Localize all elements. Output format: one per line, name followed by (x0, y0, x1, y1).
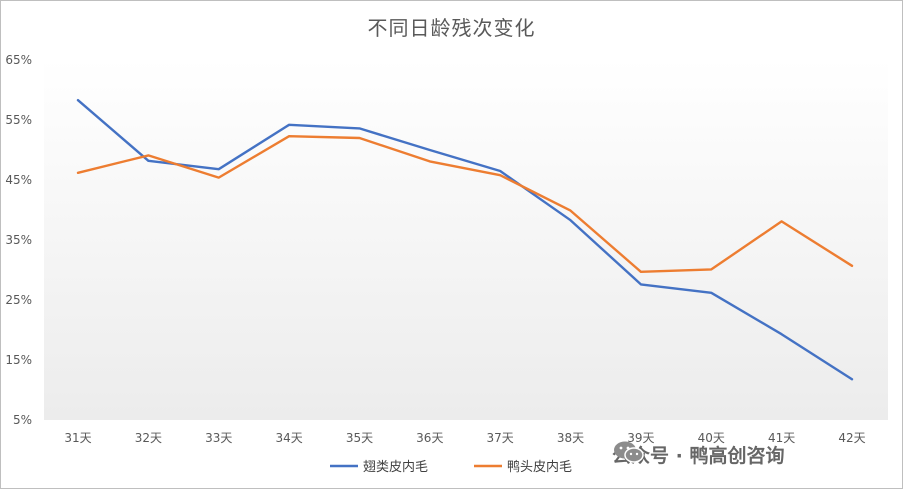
series-line-2 (76, 134, 854, 273)
wechat-icon (614, 441, 644, 463)
x-tick-label: 32天 (135, 431, 162, 445)
watermark: 公众号 · 鸭高创咨询 (612, 440, 784, 468)
y-tick-label: 25% (5, 293, 32, 307)
x-tick-label: 31天 (64, 431, 91, 445)
x-tick-label: 42天 (838, 431, 865, 445)
chart-title: 不同日龄残次变化 (367, 16, 536, 40)
watermark-text: 公众号 · 鸭高创咨询 (612, 444, 785, 467)
y-tick-label: 45% (5, 173, 32, 187)
legend-label: 鸭头皮内毛 (507, 459, 572, 475)
x-tick-label: 34天 (275, 431, 302, 445)
x-tick-label: 41天 (768, 431, 795, 445)
x-tick-label: 40天 (698, 431, 725, 445)
y-tick-label: 65% (5, 53, 32, 67)
series-line-1 (76, 98, 854, 381)
x-tick-label: 35天 (346, 431, 373, 445)
legend-label: 翅类皮内毛 (363, 459, 428, 475)
y-tick-label: 55% (5, 113, 32, 127)
x-tick-label: 37天 (487, 431, 514, 445)
x-tick-label: 36天 (416, 431, 443, 445)
x-tick-label: 38天 (557, 431, 584, 445)
y-tick-label: 5% (13, 413, 32, 427)
x-tick-label: 33天 (205, 431, 232, 445)
plot-area (44, 58, 888, 420)
x-tick-label: 39天 (627, 431, 654, 445)
y-tick-label: 15% (5, 353, 32, 367)
y-tick-label: 35% (5, 233, 32, 247)
